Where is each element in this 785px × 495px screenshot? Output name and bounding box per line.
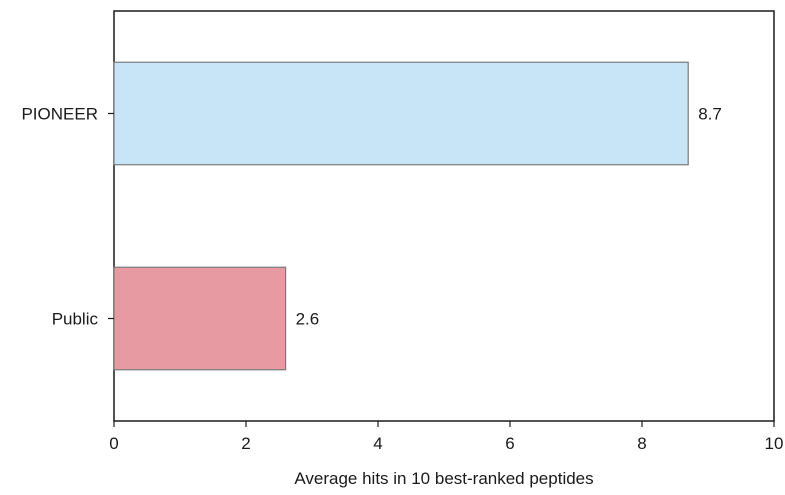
x-axis-title: Average hits in 10 best-ranked peptides xyxy=(294,469,593,488)
labels-layer: 8.7 PIONEER 2.6 Public xyxy=(21,105,721,329)
bars-layer xyxy=(113,61,689,371)
category-label-pioneer: PIONEER xyxy=(21,105,98,124)
plot-frame xyxy=(113,10,775,422)
x-tick-label: 0 xyxy=(109,434,118,453)
value-label-pioneer: 8.7 xyxy=(698,105,722,124)
x-axis-ticks: 0 2 4 6 8 10 xyxy=(108,112,784,453)
x-tick-label: 10 xyxy=(765,434,784,453)
x-tick-label: 6 xyxy=(505,434,514,453)
bar-pioneer xyxy=(113,61,689,166)
value-label-public: 2.6 xyxy=(296,310,320,329)
x-tick-label: 2 xyxy=(241,434,250,453)
category-label-public: Public xyxy=(52,310,99,329)
x-tick-label: 4 xyxy=(373,434,382,453)
bar-public xyxy=(113,266,287,371)
x-tick-label: 8 xyxy=(637,434,646,453)
